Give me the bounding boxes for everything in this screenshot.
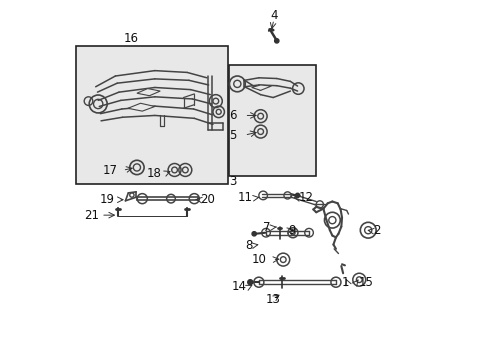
Text: 8: 8 — [244, 239, 252, 252]
Circle shape — [295, 193, 299, 198]
Text: 2: 2 — [373, 224, 380, 238]
Text: 1: 1 — [341, 276, 348, 289]
Circle shape — [251, 231, 256, 236]
Polygon shape — [137, 89, 160, 96]
Text: 18: 18 — [146, 167, 161, 180]
Text: 19: 19 — [100, 193, 115, 206]
Text: 10: 10 — [251, 253, 266, 266]
Text: 16: 16 — [124, 32, 139, 45]
Text: 14: 14 — [231, 280, 246, 293]
Text: 12: 12 — [298, 192, 313, 204]
Circle shape — [274, 39, 278, 43]
Text: 3: 3 — [229, 175, 236, 188]
Text: 17: 17 — [102, 164, 117, 177]
Text: 21: 21 — [84, 209, 99, 222]
Text: 15: 15 — [358, 276, 373, 289]
Bar — [229, 65, 316, 176]
Text: 5: 5 — [229, 129, 236, 142]
Polygon shape — [251, 85, 271, 90]
Text: 20: 20 — [199, 193, 214, 206]
Polygon shape — [128, 103, 155, 111]
Bar — [76, 45, 228, 184]
Text: 4: 4 — [269, 9, 277, 22]
Text: 9: 9 — [287, 224, 295, 237]
Text: 6: 6 — [229, 109, 236, 122]
Text: 7: 7 — [262, 221, 270, 234]
Circle shape — [247, 280, 252, 285]
Text: 13: 13 — [265, 293, 280, 306]
Text: 11: 11 — [237, 192, 252, 204]
